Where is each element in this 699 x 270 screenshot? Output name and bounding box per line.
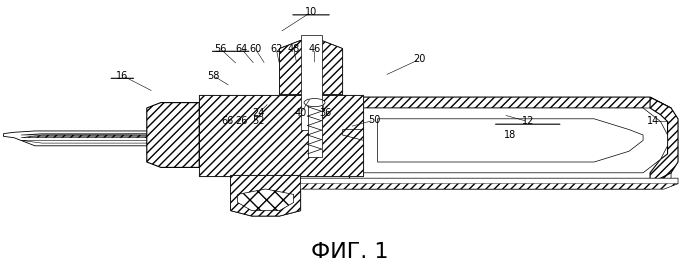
Polygon shape <box>3 131 199 146</box>
Polygon shape <box>350 173 671 189</box>
Text: 10: 10 <box>305 7 317 17</box>
Text: 36: 36 <box>319 108 331 119</box>
Text: 12: 12 <box>521 116 534 127</box>
Text: 48: 48 <box>287 43 300 54</box>
Polygon shape <box>199 94 363 176</box>
Bar <box>308 103 322 157</box>
Polygon shape <box>280 40 343 94</box>
Text: 40: 40 <box>294 108 307 119</box>
Bar <box>301 35 322 130</box>
Text: 16: 16 <box>116 70 129 81</box>
Text: 50: 50 <box>368 115 380 125</box>
Polygon shape <box>350 97 671 108</box>
Text: 60: 60 <box>249 43 261 54</box>
Polygon shape <box>301 178 678 189</box>
Text: 14: 14 <box>647 116 660 127</box>
Text: 62: 62 <box>270 43 282 54</box>
Text: 46: 46 <box>308 43 321 54</box>
Polygon shape <box>377 119 643 162</box>
Polygon shape <box>301 184 678 189</box>
Text: ФИГ. 1: ФИГ. 1 <box>311 242 388 262</box>
Polygon shape <box>21 135 199 138</box>
Text: 20: 20 <box>413 54 426 65</box>
Polygon shape <box>147 103 199 167</box>
Polygon shape <box>650 97 678 184</box>
Circle shape <box>304 99 325 107</box>
Text: 52: 52 <box>252 116 265 127</box>
Text: 24: 24 <box>252 108 265 119</box>
Polygon shape <box>280 40 343 94</box>
Text: 58: 58 <box>207 70 219 81</box>
Text: 64: 64 <box>235 43 247 54</box>
Polygon shape <box>231 176 301 216</box>
Polygon shape <box>21 134 199 135</box>
Polygon shape <box>363 108 668 173</box>
Polygon shape <box>343 130 363 140</box>
Polygon shape <box>238 189 294 211</box>
Text: 66: 66 <box>221 116 233 127</box>
Polygon shape <box>21 140 199 143</box>
Text: 56: 56 <box>214 43 226 54</box>
Polygon shape <box>231 176 301 216</box>
Polygon shape <box>199 94 363 176</box>
Text: 18: 18 <box>504 130 517 140</box>
Text: 26: 26 <box>235 116 247 127</box>
Polygon shape <box>350 97 671 184</box>
